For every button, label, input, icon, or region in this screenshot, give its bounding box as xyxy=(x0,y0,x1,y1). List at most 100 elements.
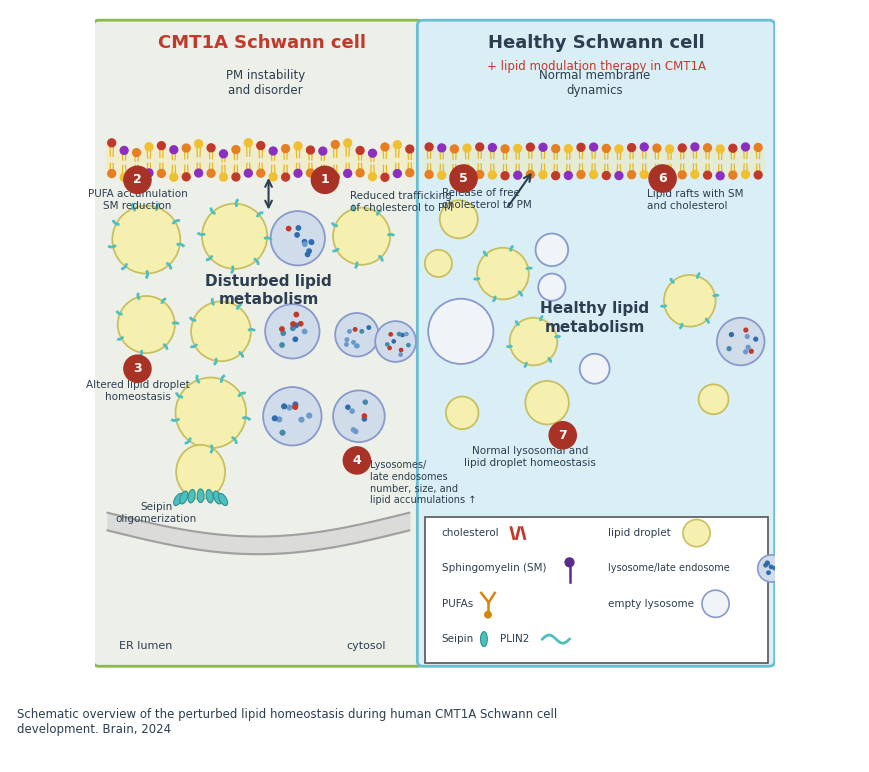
Circle shape xyxy=(244,169,252,177)
Circle shape xyxy=(353,327,356,331)
Circle shape xyxy=(768,565,772,569)
Ellipse shape xyxy=(176,445,225,499)
Circle shape xyxy=(475,171,483,178)
Circle shape xyxy=(294,169,302,178)
Circle shape xyxy=(182,173,190,181)
Text: Schematic overview of the perturbed lipid homeostasis during human CMT1A Schwann: Schematic overview of the perturbed lipi… xyxy=(17,708,557,736)
Circle shape xyxy=(640,171,647,178)
Text: Seipin
oligomerization: Seipin oligomerization xyxy=(116,502,197,523)
Circle shape xyxy=(551,144,559,153)
Text: Healthy lipid
metabolism: Healthy lipid metabolism xyxy=(540,301,648,334)
Circle shape xyxy=(392,340,395,343)
Circle shape xyxy=(703,171,711,179)
Circle shape xyxy=(290,326,295,330)
Circle shape xyxy=(276,417,282,422)
Text: lipid droplet: lipid droplet xyxy=(607,528,670,538)
Circle shape xyxy=(319,147,327,155)
Circle shape xyxy=(302,330,307,334)
Circle shape xyxy=(501,172,508,180)
Circle shape xyxy=(678,144,686,152)
Circle shape xyxy=(773,567,776,570)
Circle shape xyxy=(355,147,363,154)
Circle shape xyxy=(335,313,378,357)
Circle shape xyxy=(488,144,495,151)
Circle shape xyxy=(665,172,673,180)
Circle shape xyxy=(703,144,711,151)
Circle shape xyxy=(108,139,116,147)
Circle shape xyxy=(399,353,401,356)
Circle shape xyxy=(381,143,388,151)
Circle shape xyxy=(462,144,470,152)
Circle shape xyxy=(576,171,584,178)
Ellipse shape xyxy=(174,493,182,506)
Circle shape xyxy=(367,326,370,330)
Circle shape xyxy=(740,143,748,151)
Circle shape xyxy=(108,170,116,178)
Circle shape xyxy=(219,150,227,157)
Circle shape xyxy=(535,233,567,266)
Text: PUFAs: PUFAs xyxy=(441,599,473,609)
Circle shape xyxy=(362,400,367,405)
Circle shape xyxy=(743,350,746,354)
Text: lysosome/late endosome: lysosome/late endosome xyxy=(607,564,729,574)
Circle shape xyxy=(354,429,357,434)
Circle shape xyxy=(445,397,478,429)
Circle shape xyxy=(551,171,559,180)
Circle shape xyxy=(307,249,311,253)
Circle shape xyxy=(280,327,284,331)
Circle shape xyxy=(565,558,574,567)
Circle shape xyxy=(614,145,622,153)
Circle shape xyxy=(244,139,252,147)
Circle shape xyxy=(309,240,314,245)
Circle shape xyxy=(112,205,180,273)
Circle shape xyxy=(157,142,165,150)
Circle shape xyxy=(280,430,284,435)
Circle shape xyxy=(311,166,338,194)
Circle shape xyxy=(120,147,128,154)
Circle shape xyxy=(219,173,227,181)
Circle shape xyxy=(746,345,749,349)
Text: Normal membrane
dynamics: Normal membrane dynamics xyxy=(539,69,649,97)
Circle shape xyxy=(295,225,300,230)
Circle shape xyxy=(449,165,476,192)
Circle shape xyxy=(450,172,458,180)
Circle shape xyxy=(514,171,521,179)
Circle shape xyxy=(765,561,768,564)
Circle shape xyxy=(333,391,384,442)
Circle shape xyxy=(305,252,309,256)
Circle shape xyxy=(548,422,575,449)
Text: cytosol: cytosol xyxy=(346,641,386,651)
Circle shape xyxy=(307,413,311,418)
Circle shape xyxy=(728,171,736,179)
Circle shape xyxy=(232,146,240,154)
Circle shape xyxy=(450,145,458,153)
Circle shape xyxy=(308,239,313,244)
Text: Reduced trafficking
of cholesterol to PM: Reduced trafficking of cholesterol to PM xyxy=(349,191,453,213)
Circle shape xyxy=(388,347,391,350)
Circle shape xyxy=(294,323,298,327)
Circle shape xyxy=(690,171,698,178)
Circle shape xyxy=(728,144,736,152)
Circle shape xyxy=(740,171,748,178)
Text: Release of free
cholesterol to PM: Release of free cholesterol to PM xyxy=(441,188,531,210)
Circle shape xyxy=(589,143,597,151)
Circle shape xyxy=(393,170,401,178)
Circle shape xyxy=(648,165,675,192)
Circle shape xyxy=(399,348,402,352)
Circle shape xyxy=(437,171,445,179)
Circle shape xyxy=(484,611,491,618)
Polygon shape xyxy=(422,147,764,176)
Text: PLIN2: PLIN2 xyxy=(499,634,528,644)
Text: 3: 3 xyxy=(133,362,142,375)
Circle shape xyxy=(653,144,660,152)
Circle shape xyxy=(169,146,177,154)
Circle shape xyxy=(299,418,303,422)
Circle shape xyxy=(145,143,153,151)
Circle shape xyxy=(385,343,388,346)
Circle shape xyxy=(368,173,376,181)
Circle shape xyxy=(514,144,521,152)
Circle shape xyxy=(564,144,572,153)
Ellipse shape xyxy=(480,631,487,647)
Circle shape xyxy=(501,145,508,153)
Text: Healthy Schwann cell: Healthy Schwann cell xyxy=(488,34,704,52)
